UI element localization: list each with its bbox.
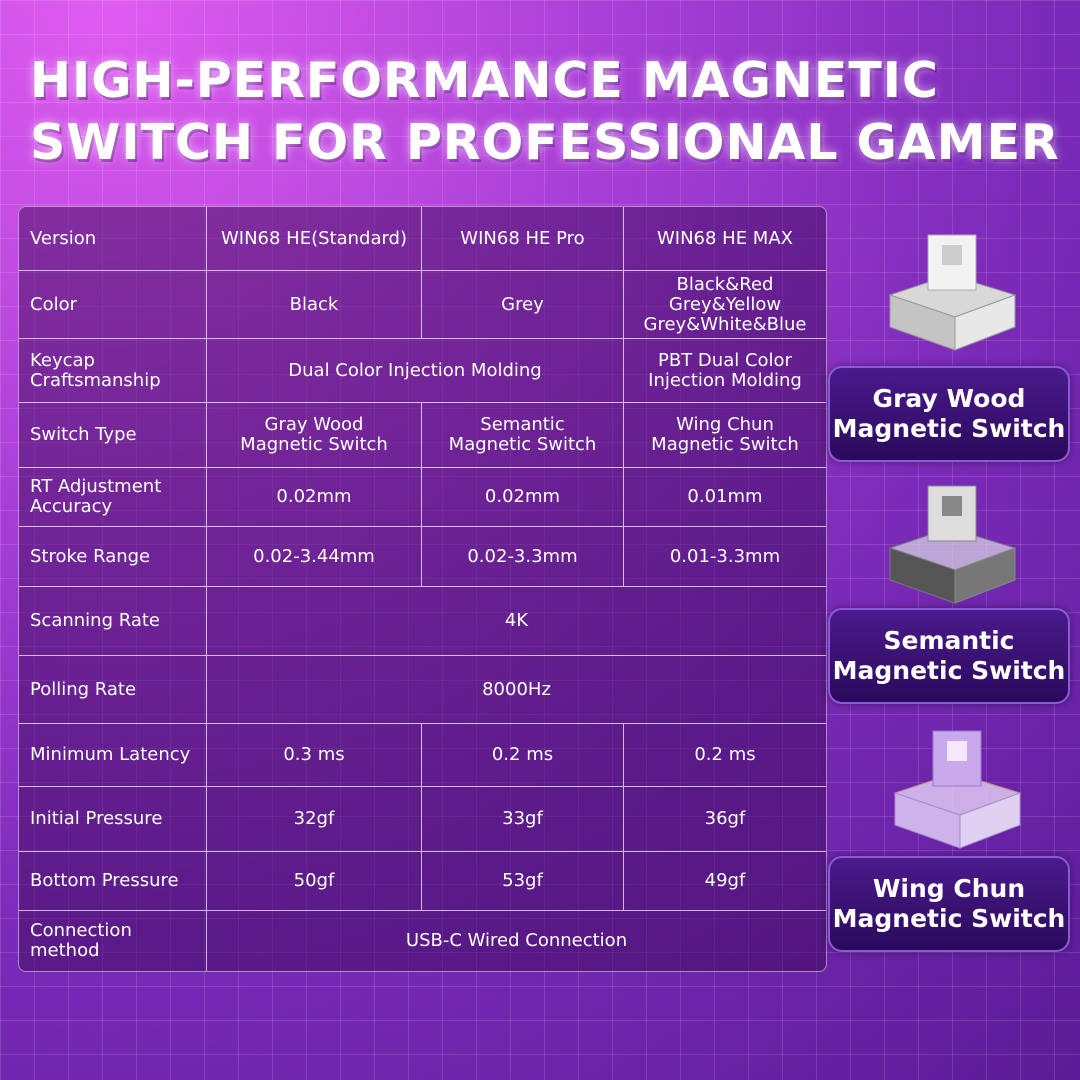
table-cell: 0.01mm <box>623 468 826 526</box>
table-row: Initial Pressure 32gf 33gf 36gf <box>19 787 826 852</box>
row-label: Keycap Craftsmanship <box>30 349 161 391</box>
table-row: Minimum Latency 0.3 ms 0.2 ms 0.2 ms <box>19 724 826 787</box>
table-cell: Black <box>206 271 421 338</box>
row-label: Connection method <box>30 920 132 961</box>
table-row: Keycap Craftsmanship Dual Color Injection… <box>19 339 826 403</box>
row-label: Bottom Pressure <box>30 870 179 891</box>
switch-label: Semantic Magnetic Switch <box>828 608 1070 704</box>
switch-label: Gray Wood Magnetic Switch <box>828 366 1070 462</box>
row-label: Switch Type <box>30 424 137 445</box>
switch-image <box>893 730 1022 849</box>
row-label: Color <box>30 293 77 315</box>
row-label: Scanning Rate <box>30 610 160 631</box>
table-cell: 0.02-3.44mm <box>206 527 421 586</box>
row-label: RT Adjustment Accuracy <box>30 476 162 517</box>
table-row: Polling Rate 8000Hz <box>19 656 826 724</box>
table-cell: 0.02mm <box>206 468 421 526</box>
title-line: SWITCH FOR PROFESSIONAL GAMER <box>30 114 1060 171</box>
table-cell: USB-C Wired Connection <box>206 911 826 971</box>
title: HIGH-PERFORMANCE MAGNETIC SWITCH FOR PRO… <box>30 50 1060 174</box>
row-label: Version <box>30 227 97 249</box>
row-label: Polling Rate <box>30 678 137 700</box>
table-cell: 0.02mm <box>421 468 623 526</box>
row-label: Minimum Latency <box>30 744 191 765</box>
table-row: Bottom Pressure 50gf 53gf 49gf <box>19 852 826 911</box>
table-cell: WIN68 HE(Standard) <box>206 207 421 270</box>
table-row: Scanning Rate 4K <box>19 587 826 656</box>
table-cell: Dual Color Injection Molding <box>206 339 623 402</box>
table-cell: 0.3 ms <box>206 724 421 786</box>
switch-image <box>888 234 1017 351</box>
table-row: Version WIN68 HE(Standard) WIN68 HE Pro WIN… <box>19 207 826 271</box>
switch-image <box>888 485 1017 604</box>
table-cell: Grey <box>421 271 623 338</box>
table-cell: WIN68 HE MAX <box>623 207 826 270</box>
spec-table: Version WIN68 HE(Standard) WIN68 HE Pro WIN… <box>18 206 827 972</box>
table-row: RT Adjustment Accuracy 0.02mm 0.02mm 0.01mm <box>19 468 826 527</box>
title-line: HIGH-PERFORMANCE MAGNETIC <box>30 52 939 109</box>
table-row: Switch Type Gray Wood Magnetic Switch Sema… <box>19 403 826 468</box>
table-row: Color Black Grey Black&Red Grey&Yellow Grey… <box>19 271 826 339</box>
table-cell: 4K <box>206 587 826 655</box>
switch-label: Wing Chun Magnetic Switch <box>828 856 1070 952</box>
table-cell: 49gf <box>623 852 826 910</box>
table-cell: 32gf <box>206 787 421 851</box>
row-label: Initial Pressure <box>30 808 163 829</box>
table-cell: PBT Dual Color Injection Molding <box>623 339 826 402</box>
table-cell: Black&Red Grey&Yellow Grey&White&Blue <box>623 271 826 338</box>
table-cell: Gray Wood Magnetic Switch <box>206 403 421 467</box>
table-cell: Wing Chun Magnetic Switch <box>623 403 826 467</box>
table-row: Connection method USB-C Wired Connection <box>19 911 826 971</box>
table-cell: 33gf <box>421 787 623 851</box>
table-cell: 50gf <box>206 852 421 910</box>
table-cell: WIN68 HE Pro <box>421 207 623 270</box>
table-cell: 0.2 ms <box>421 724 623 786</box>
table-cell: 0.01-3.3mm <box>623 527 826 586</box>
table-row: Stroke Range 0.02-3.44mm 0.02-3.3mm 0.01-3.… <box>19 527 826 587</box>
row-label: Stroke Range <box>30 545 151 567</box>
table-cell: 0.02-3.3mm <box>421 527 623 586</box>
table-cell: Semantic Magnetic Switch <box>421 403 623 467</box>
table-cell: 53gf <box>421 852 623 910</box>
table-cell: 36gf <box>623 787 826 851</box>
table-cell: 8000Hz <box>206 656 826 723</box>
table-cell: 0.2 ms <box>623 724 826 786</box>
